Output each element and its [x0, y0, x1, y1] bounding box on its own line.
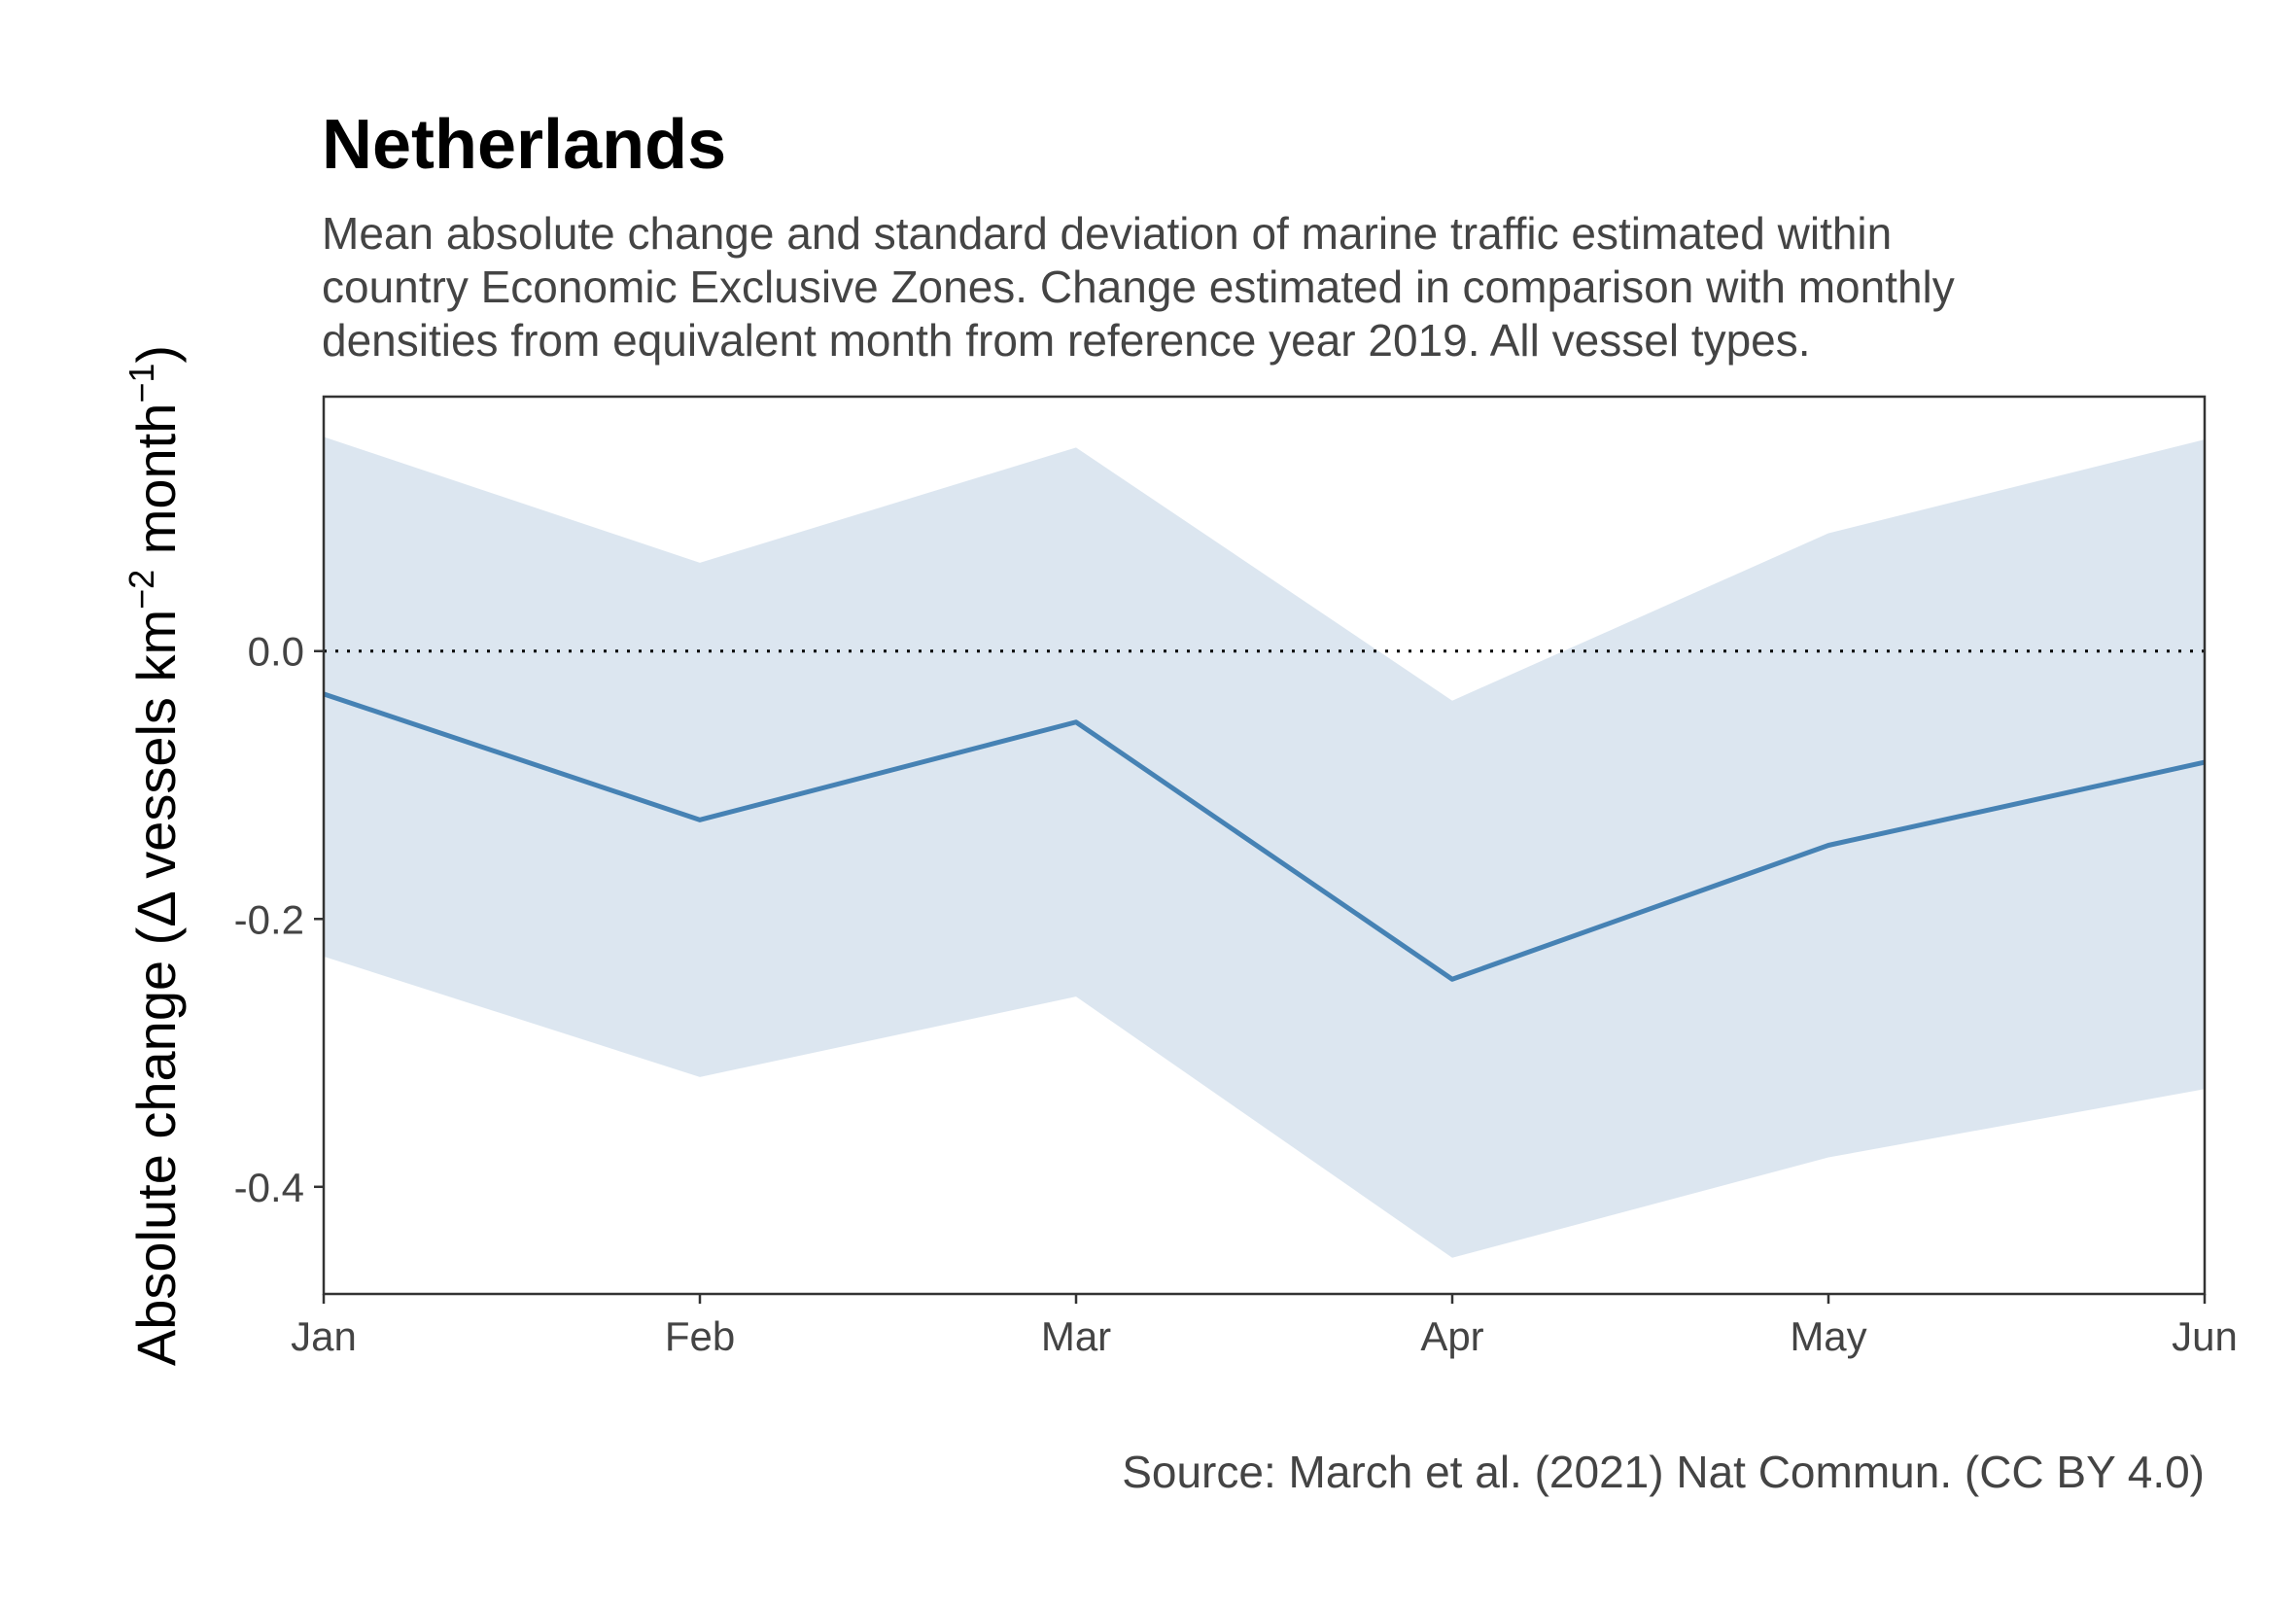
x-tick-label: Jan	[291, 1313, 357, 1359]
chart-title: Netherlands	[322, 106, 726, 184]
y-tick-label: -0.2	[234, 896, 304, 942]
y-tick-label: 0.0	[248, 629, 304, 675]
x-tick-label: Jun	[2172, 1313, 2238, 1359]
sd-band	[324, 437, 2205, 1258]
panel-border	[322, 395, 2207, 1296]
x-tick-label: May	[1790, 1313, 1866, 1359]
x-tick-label: Mar	[1041, 1313, 1111, 1359]
chart-caption: Source: March et al. (2021) Nat Commun. …	[1122, 1447, 2205, 1497]
x-tick-label: Feb	[665, 1313, 735, 1359]
mean-line	[323, 691, 2206, 982]
y-axis-label: Absolute change (Δ vessels km−2 month−1)	[122, 345, 187, 1366]
x-tick-label: Apr	[1420, 1313, 1483, 1359]
chart-subtitle-line-1: Mean absolute change and standard deviat…	[322, 208, 1892, 259]
y-tick-label: -0.4	[234, 1165, 304, 1210]
chart-subtitle-line-3: densities from equivalent month from ref…	[322, 315, 1811, 366]
plot-area: 0.0 -0.2 -0.4 Jan Feb Mar Apr May Jun	[234, 395, 2238, 1359]
chart-subtitle-line-2: country Economic Exclusive Zones. Change…	[322, 262, 1955, 312]
x-axis: Jan Feb Mar Apr May Jun	[291, 1294, 2238, 1359]
y-axis: 0.0 -0.2 -0.4	[234, 629, 324, 1210]
